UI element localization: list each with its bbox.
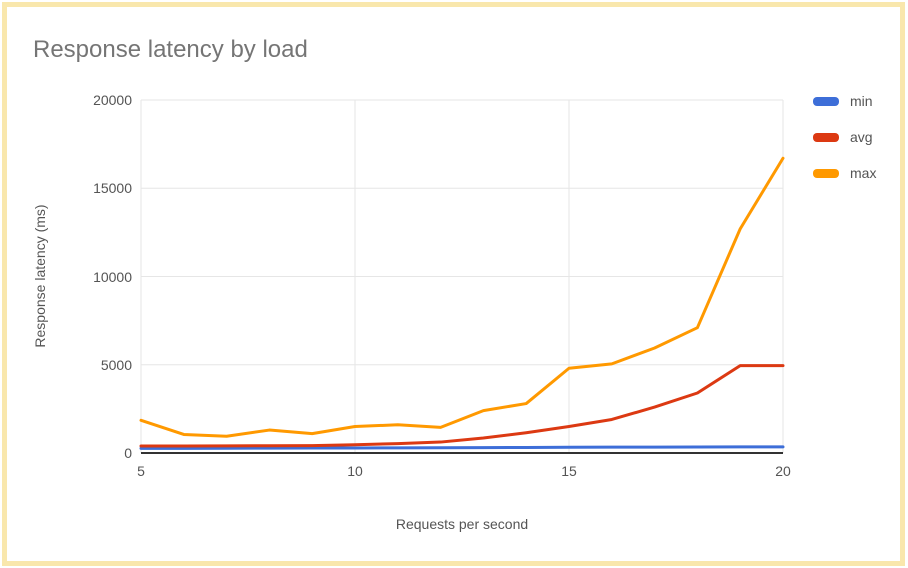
y-tick-label: 5000: [100, 356, 132, 373]
series-line-avg: [139, 364, 785, 448]
x-axis-title: Requests per second: [395, 516, 529, 532]
chart-title: Response latency by load: [33, 36, 308, 63]
y-axis-title: Response latency (ms): [32, 204, 48, 348]
y-tick-label: 20000: [93, 92, 132, 108]
legend-swatch-max: [813, 168, 839, 178]
x-tick-label: 15: [561, 463, 577, 479]
x-tick-label: 5: [137, 463, 145, 479]
legend-label: avg: [850, 129, 873, 145]
legend-item-min: min: [813, 93, 876, 109]
y-tick-label: 15000: [93, 180, 132, 197]
legend-label: min: [850, 93, 873, 109]
series-line-min: [139, 445, 785, 450]
x-tick-label: 20: [775, 463, 791, 479]
series-line-max: [139, 156, 785, 438]
y-tick-label: 10000: [93, 268, 132, 285]
legend-item-max: max: [813, 165, 876, 181]
legend-label: max: [850, 165, 877, 181]
legend-item-avg: avg: [813, 129, 876, 145]
legend-swatch-avg: [813, 132, 839, 142]
x-tick-label: 10: [347, 463, 363, 479]
chart-legend: min avg max: [813, 93, 876, 201]
legend-swatch-min: [813, 96, 839, 106]
y-tick-label: 0: [124, 445, 132, 461]
